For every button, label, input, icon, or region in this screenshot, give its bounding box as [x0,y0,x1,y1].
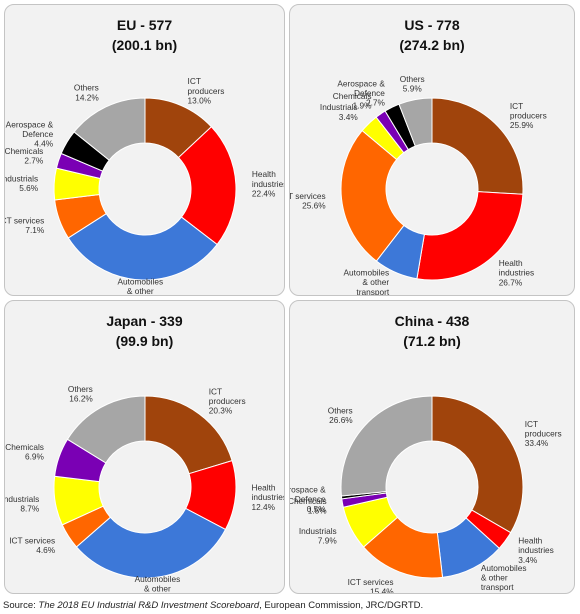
slice-ict-producers [431,395,524,534]
chart-subtitle: (200.1 bn) [111,37,178,53]
slice-label-automobiles-and-other-transport: Automobiles& othertransport11.4% [481,563,527,594]
slice-automobiles-and-other-transport [67,213,218,281]
chart-title: China - 438 [394,313,470,329]
slice-label-ict-producers: ICT producers 20.3% [209,386,246,415]
chart-title: EU - 577 [116,17,173,33]
slice-others [66,395,146,464]
slice-label-ict-services: ICT services 15.4% [348,577,395,594]
slice-label-ict-services: ICT services 4.6% [9,535,56,555]
slice-label-others: Others 14.2% [74,83,100,103]
slice-ict-producers [431,97,524,195]
donut-chart-us: ICT producers 25.9% Health industries 26.7% Au… [290,74,547,296]
slice-label-health-industries: Health industries 26.7% [499,258,535,287]
slice-label-industrials: Industrials5.6% [5,173,39,193]
slice-label-automobiles-and-other-transport: Automobiles& othertransport30.5% [117,276,163,296]
slice-label-chemicals: Chemicals 6.9% [5,442,44,462]
slice-label-chemicals: Chemicals 1.5% [290,496,327,516]
source-note: Source: The 2018 EU Industrial R&D Inves… [3,600,424,611]
slice-label-health-industries: Health industries 12.4% [252,483,285,512]
chart-panel-japan: Japan - 339 (99.9 bn) ICT producers 20.3% H… [4,300,285,594]
slice-label-chemicals: Chemicals 1.9% [333,91,372,111]
slice-label-automobiles-and-other-transport: Automobiles& othertransport7.8% [343,268,389,296]
chart-panel-us: US - 778 (274.2 bn) ICT producers 25.9% Hea… [289,4,575,296]
slice-automobiles-and-other-transport [75,507,227,579]
slice-others [398,97,433,147]
slice-others [73,97,146,161]
slice-label-ict-producers: ICT producers 25.9% [510,101,547,130]
slice-label-health-industries: Health industries 3.4% [518,536,554,565]
slice-label-chemicals: Chemicals 2.7% [5,146,44,166]
slice-label-aerospace-and-defence: Aerospace & Defence 4.4% [6,119,54,148]
slice-label-ict-producers: ICT producers 33.4% [525,419,562,448]
chart-subtitle: (274.2 bn) [399,37,465,53]
donut-chart-eu: ICT producers 13.0% Health industries 22.4% Au… [5,76,285,296]
chart-title: Japan - 339 [106,313,183,329]
donut-chart-japan: ICT producers 20.3% Health industries 12.4% Au… [5,384,285,594]
chart-panel-eu: EU - 577 (200.1 bn) ICT producers 13.0% Hea… [4,4,285,296]
slice-label-ict-producers: ICT producers 13.0% [188,76,225,105]
chart-panel-china: China - 438 (71.2 bn) ICT producers 33.4% H… [289,300,575,594]
slice-label-health-industries: Health industries 22.4% [252,169,285,198]
donut-chart-china: ICT producers 33.4% Health industries 3.4%Aut… [290,395,562,594]
slice-label-automobiles-and-other-transport: Automobiles& othertransport30.8% [135,574,181,594]
chart-title: US - 778 [404,17,460,33]
slice-label-others: Others 16.2% [68,384,94,404]
slice-label-industrials: Industrials 7.9% [299,526,337,546]
chart-subtitle: (71.2 bn) [403,333,461,349]
slice-ict-services [340,129,405,262]
slice-health-industries [177,126,237,246]
slice-label-industrials: Industrials 8.7% [5,494,40,514]
slice-label-industrials: Industrials 3.4% [320,102,358,122]
slice-others [340,395,433,497]
slice-label-others: Others 26.6% [328,405,354,425]
slice-health-industries [416,191,524,281]
chart-subtitle: (99.9 bn) [115,333,174,349]
slice-label-others: Others 5.9% [400,74,425,94]
slice-label-aerospace-and-defence: Aerospace & Defence 2.7% [337,78,385,107]
source-title: The 2018 EU Industrial R&D Investment Sc… [38,600,260,611]
